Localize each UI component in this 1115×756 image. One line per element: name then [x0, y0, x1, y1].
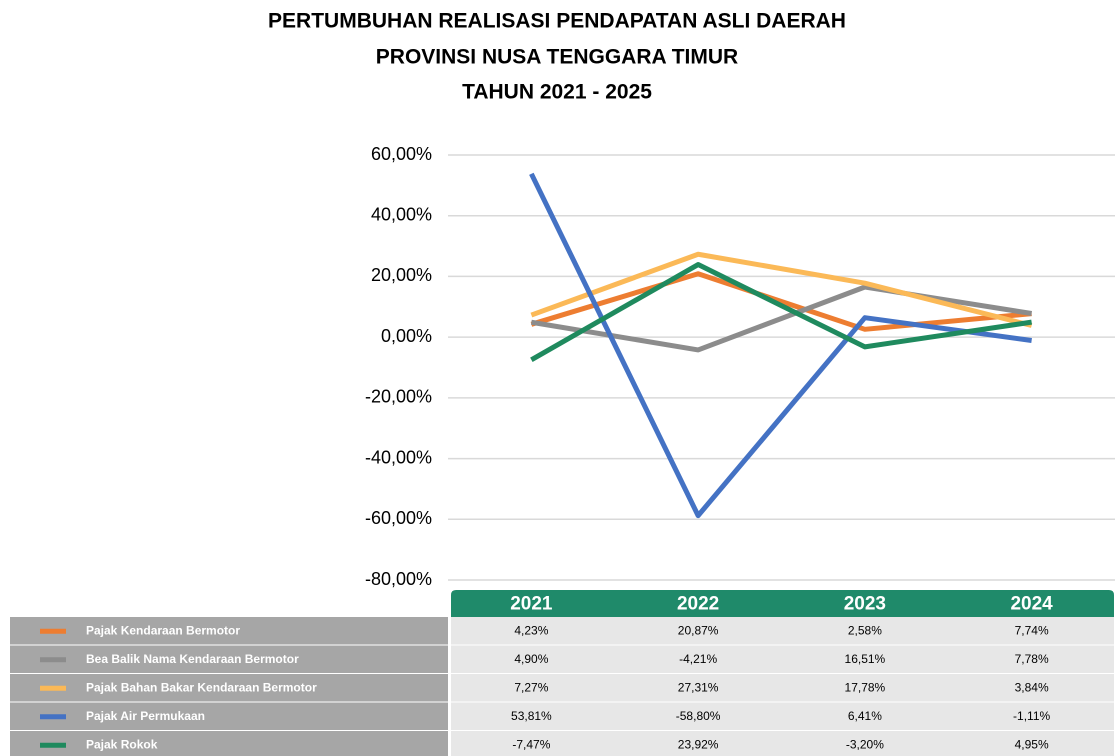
table-value: 7,74%	[1015, 623, 1049, 637]
series-line	[529, 172, 1032, 519]
legend-label: Bea Balik Nama Kendaraan Bermotor	[86, 652, 299, 666]
legend-cell	[10, 731, 448, 756]
table-value: 2,58%	[848, 623, 882, 637]
table-value: 4,95%	[1015, 737, 1049, 751]
table-value: 4,90%	[514, 652, 548, 666]
table-value: -1,11%	[1013, 709, 1050, 723]
legend-cell	[10, 617, 448, 645]
table-value: -4,21%	[679, 652, 717, 666]
legend-label: Pajak Air Permukaan	[86, 709, 205, 723]
y-tick-label: -60,00%	[365, 508, 432, 528]
table-value: 53,81%	[511, 709, 552, 723]
y-tick-label: 40,00%	[371, 204, 432, 224]
table-header	[451, 590, 1114, 617]
legend-cell	[10, 702, 448, 730]
x-tick-label: 2024	[1010, 594, 1053, 615]
table-value: 4,23%	[514, 623, 548, 637]
series-line	[530, 271, 1032, 332]
y-tick-label: -80,00%	[365, 569, 432, 589]
y-tick-label: 20,00%	[371, 265, 432, 285]
value-row	[451, 702, 1114, 730]
x-tick-label: 2021	[510, 594, 553, 615]
chart-title: PERTUMBUHAN REALISASI PENDAPATAN ASLI DA…	[268, 10, 846, 33]
y-tick-label: 0,00%	[381, 326, 432, 346]
table-value: 7,78%	[1015, 652, 1049, 666]
chart-title: TAHUN 2021 - 2025	[462, 81, 652, 104]
x-tick-label: 2022	[677, 594, 719, 615]
table-value: -3,20%	[846, 737, 884, 751]
value-row	[451, 617, 1114, 645]
table-value: 16,51%	[845, 652, 886, 666]
legend-label: Pajak Bahan Bakar Kendaraan Bermotor	[86, 680, 317, 694]
y-tick-label: -20,00%	[365, 387, 432, 407]
y-tick-label: 60,00%	[371, 144, 432, 164]
value-row	[451, 731, 1114, 756]
table-value: 23,92%	[678, 737, 719, 751]
legend-label: Pajak Kendaraan Bermotor	[86, 623, 240, 637]
legend-cell	[10, 674, 448, 702]
table-value: 3,84%	[1015, 680, 1049, 694]
legend-label: Pajak Rokok	[86, 737, 158, 751]
table-value: 7,27%	[514, 680, 548, 694]
table-value: -58,80%	[676, 709, 721, 723]
table-value: -7,47%	[512, 737, 550, 751]
chart-title: PROVINSI NUSA TENGGARA TIMUR	[376, 46, 738, 69]
x-tick-label: 2023	[844, 594, 886, 615]
table-value: 20,87%	[678, 623, 719, 637]
y-tick-label: -40,00%	[365, 447, 432, 467]
series-line	[530, 262, 1032, 362]
table-value: 27,31%	[678, 680, 719, 694]
value-row	[451, 674, 1114, 702]
table-value: 6,41%	[848, 709, 882, 723]
table-value: 17,78%	[845, 680, 886, 694]
series-line	[530, 251, 1033, 328]
value-row	[451, 645, 1114, 673]
series-line	[530, 284, 1033, 353]
legend-cell	[10, 645, 448, 673]
